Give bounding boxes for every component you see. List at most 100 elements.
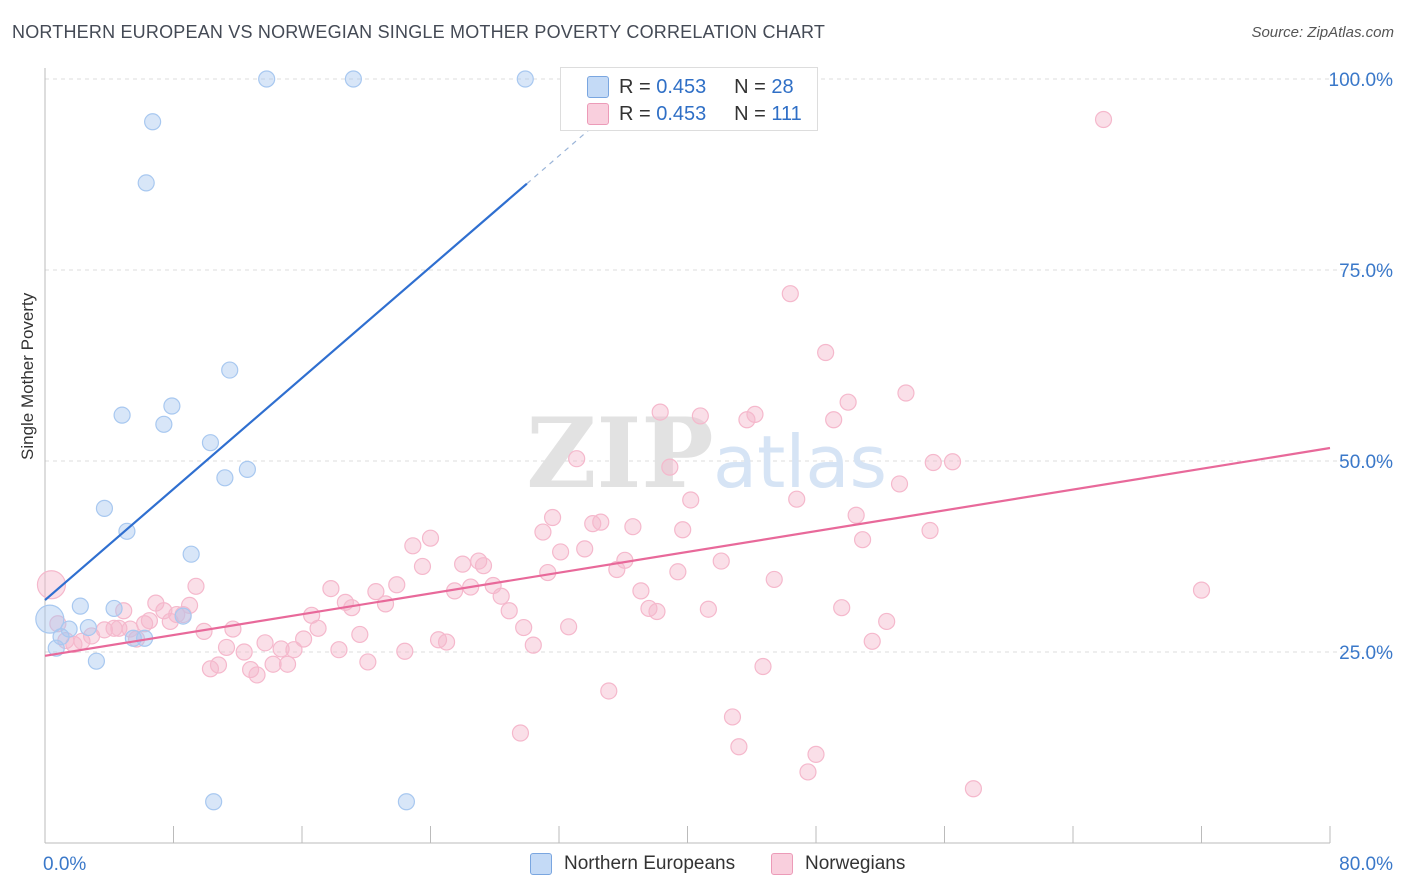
point-norwegian [534,523,552,541]
bottom-legend-northern: Northern Europeans [530,852,735,876]
watermark-zip: ZIP [526,397,713,510]
y-axis-label: Single Mother Poverty [18,292,37,460]
point-norwegian [524,636,542,654]
point-norwegian [632,582,650,600]
point-norwegian [367,583,385,601]
chart-title: NORTHERN EUROPEAN VS NORWEGIAN SINGLE MO… [12,22,826,42]
tick-labels: 25.0% 50.0% 75.0% 100.0% 0.0% 80.0% [43,70,1393,875]
point-norwegian [330,641,348,659]
point-norwegian [847,506,865,524]
point-northern-european [221,361,239,379]
trend-line-northern-european [44,182,528,601]
legend-n-value: 111 [771,102,802,125]
point-norwegian [155,602,173,620]
point-northern-european [344,70,362,88]
y-tick-label: 25.0% [1339,643,1393,664]
point-norwegian [600,682,618,700]
point-norwegian [817,343,835,362]
point-northern-european [155,415,173,433]
point-norwegian [712,552,730,570]
point-norwegian [964,780,983,798]
point-norwegian [878,612,896,631]
point-norwegian [421,529,440,547]
point-norwegian [376,595,395,613]
point-northern-european [105,599,123,618]
y-tick-label: 50.0% [1339,452,1393,473]
legend-r-label: R = [619,75,651,98]
point-norwegian [492,587,510,605]
point-norwegian [396,642,414,660]
point-norwegian [543,508,562,527]
point-norwegian [746,405,764,423]
point-norwegian [839,393,857,411]
point-northern-european [87,652,106,670]
point-norwegian [788,490,806,508]
point-northern-european [238,460,256,479]
point-norwegian [201,660,220,678]
point-norwegian [943,453,962,471]
point-norwegian [691,407,709,425]
point-norwegian [552,543,570,561]
point-northern-european [144,113,162,131]
point-norwegian [135,615,154,633]
point-norwegian [699,600,717,618]
legend-swatch-pink [587,103,609,125]
gridlines [45,78,1392,653]
point-norwegian [437,633,456,651]
point-norwegian [309,619,327,637]
y-tick-label: 75.0% [1339,261,1393,282]
point-norwegian [560,618,578,636]
point-norwegian [576,540,594,558]
point-norwegian [1094,110,1113,129]
point-northern-european [60,620,78,638]
point-norwegian [853,531,872,549]
point-norwegian [404,537,422,555]
point-norwegian [217,638,236,657]
point-norwegian [754,657,772,676]
data-points [35,70,1211,811]
point-norwegian [921,521,939,540]
point-norwegian [511,724,530,742]
point-norwegian [168,605,186,624]
point-northern-european [95,499,114,517]
legend-swatch-blue [587,76,609,98]
point-norwegian [351,625,369,644]
point-norwegian [592,513,610,531]
point-norwegian [474,557,493,575]
point-norwegian [723,708,742,726]
watermark: ZIP atlas [526,397,887,510]
point-norwegian [568,450,586,468]
point-norwegian [500,602,518,620]
legend-r-value: 0.453 [656,75,707,98]
point-norwegian [454,555,472,573]
point-norwegian [765,570,783,589]
point-norwegian [674,521,692,539]
point-norwegian [781,285,799,303]
point-norwegian [285,641,303,659]
point-norwegian [897,384,915,402]
point-norwegian [140,612,159,630]
point-norwegian [515,618,533,637]
point-norwegian [36,570,67,600]
point-northern-european [118,522,136,540]
point-northern-european [216,469,234,487]
legend-n-value: 28 [771,75,794,98]
point-norwegian [669,563,687,581]
point-norwegian [661,458,679,476]
point-northern-european [182,545,200,563]
point-norwegian [833,599,851,617]
legend-r-value: 0.453 [656,102,707,125]
point-norwegian [799,763,817,781]
point-northern-european [113,406,131,424]
point-norwegian [1192,581,1211,599]
point-norwegian [209,656,228,674]
point-northern-european [397,793,416,811]
watermark-atlas: atlas [713,420,887,504]
legend-n-label: N = [734,102,766,125]
point-norwegian [807,745,825,763]
legend-n-label: N = [734,75,766,98]
point-norwegian [272,640,290,658]
point-norwegian [295,630,313,648]
point-northern-european [258,70,276,88]
